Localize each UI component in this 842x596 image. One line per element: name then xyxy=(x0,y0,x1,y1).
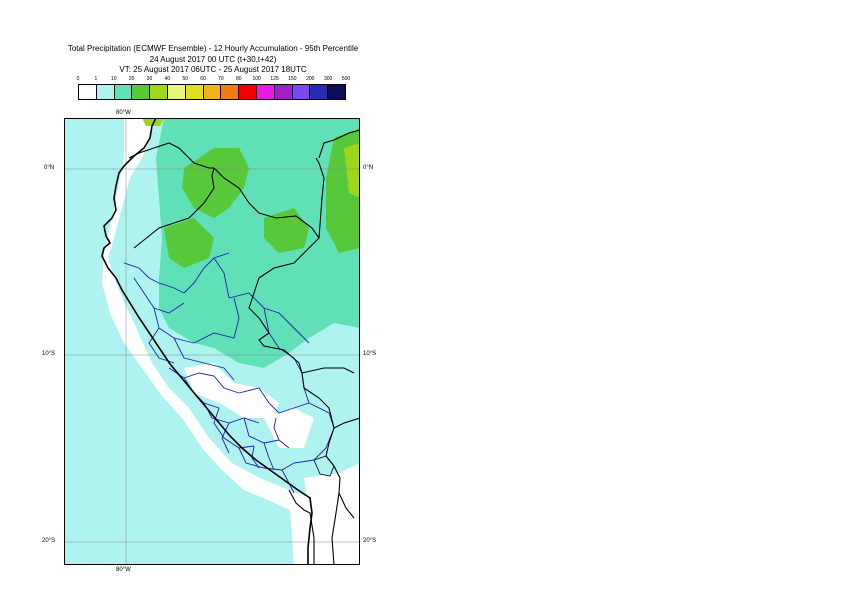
lon-label-80w-bottom: 80°W xyxy=(116,567,131,573)
legend-tick-label: 60 xyxy=(200,76,206,82)
legend-swatch xyxy=(79,85,97,99)
precip-zone-dry-coast xyxy=(102,118,314,565)
legend-tick-label: 0 xyxy=(76,76,80,82)
legend-swatch xyxy=(239,85,257,99)
legend-swatch xyxy=(150,85,168,99)
precipitation-map xyxy=(64,118,360,565)
precip-zone-dry-highlands xyxy=(264,408,314,448)
chart-title-line-2: 24 August 2017 00 UTC (t+30,t+42) xyxy=(149,55,277,64)
legend-swatch xyxy=(167,85,186,99)
legend-tick-label: 30 xyxy=(146,76,153,82)
legend-tick-label: 50 xyxy=(182,76,188,82)
lat-label-10s-right: 10°S xyxy=(363,351,377,357)
legend-swatches xyxy=(78,84,346,100)
coastline xyxy=(101,118,313,565)
precip-zone-dry-south xyxy=(304,463,360,565)
graticule xyxy=(64,118,360,565)
legend-swatch xyxy=(256,85,275,99)
legend-swatch xyxy=(114,85,133,99)
legend-tick-label: 10 xyxy=(110,76,117,82)
chart-title-line-1: Total Precipitation (ECMWF Ensemble) - 1… xyxy=(67,44,359,53)
legend-swatch xyxy=(132,85,151,99)
precip-zone-20-30-north xyxy=(182,148,249,218)
precip-zone-20-30-center xyxy=(264,208,309,253)
legend-swatch xyxy=(328,85,345,99)
legend-tick-label: 70 xyxy=(218,76,224,82)
legend-tick-label: 20 xyxy=(128,76,135,82)
legend-swatch xyxy=(203,85,222,99)
legend-tick-label: 125 xyxy=(270,76,279,82)
chart-title-line-3: VT: 25 August 2017 06UTC - 25 August 201… xyxy=(119,65,307,74)
precip-zone-30-40-top xyxy=(142,118,164,126)
legend-swatch xyxy=(185,85,204,99)
lat-label-0n-left: 0°N xyxy=(44,165,55,171)
legend-tick-label: 500 xyxy=(341,76,351,82)
legend-tick-label: 300 xyxy=(323,76,333,82)
legend-tick-label: 200 xyxy=(306,76,315,82)
legend-tick-label: 100 xyxy=(252,76,261,82)
lon-label-80w-top: 80°W xyxy=(116,110,131,116)
legend-tick-label: 80 xyxy=(236,76,242,82)
lake-titicaca xyxy=(313,455,335,477)
precip-zone-ocean-streak xyxy=(64,378,264,565)
precip-zone-30-40 xyxy=(344,143,360,198)
lat-label-0n-right: 0°N xyxy=(363,165,374,171)
precip-zone-20-30-west xyxy=(164,218,214,268)
lat-label-20s-right: 20°S xyxy=(363,538,377,544)
lat-label-10s-left: 10°S xyxy=(42,351,56,357)
legend-tick-label: 40 xyxy=(164,76,171,82)
legend-swatch xyxy=(221,85,240,99)
legend-swatch xyxy=(292,85,311,99)
lat-label-20s-left: 20°S xyxy=(42,538,56,544)
legend-tick-label: 1 xyxy=(94,76,98,82)
country-borders xyxy=(128,129,360,565)
legend-swatch xyxy=(310,85,329,99)
legend-swatch xyxy=(96,85,115,99)
precipitation-color-legend: 0 1 10 20 30 40 50 60 70 80 100 125 150 200 300 500 xyxy=(76,76,350,102)
legend-swatch xyxy=(274,85,293,99)
map-frame xyxy=(64,118,360,565)
legend-tick-label: 150 xyxy=(288,76,297,82)
